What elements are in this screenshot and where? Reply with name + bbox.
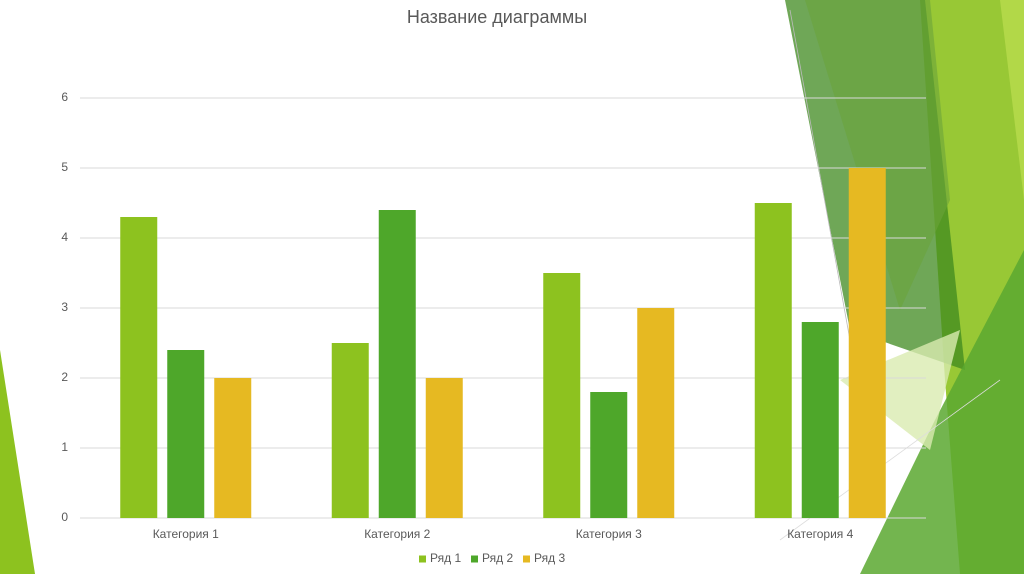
bar <box>543 273 581 518</box>
bar <box>754 203 792 518</box>
bar <box>214 378 252 518</box>
x-tick-label: Категория 3 <box>576 527 642 541</box>
y-tick-label: 0 <box>61 510 68 524</box>
y-tick-label: 6 <box>61 90 68 104</box>
bar <box>331 343 369 518</box>
bar <box>425 378 463 518</box>
legend-label: Ряд 1 <box>430 551 461 565</box>
bar <box>848 168 886 518</box>
y-tick-label: 3 <box>61 300 68 314</box>
legend-label: Ряд 3 <box>534 551 565 565</box>
bar <box>590 392 628 518</box>
bar <box>120 217 158 518</box>
y-tick-label: 4 <box>61 230 68 244</box>
y-tick-label: 1 <box>61 440 68 454</box>
bar <box>378 210 416 518</box>
legend-swatch <box>471 555 478 563</box>
x-tick-label: Категория 1 <box>153 527 219 541</box>
legend-swatch <box>523 555 530 563</box>
bar <box>801 322 839 518</box>
y-tick-label: 2 <box>61 370 68 384</box>
x-tick-label: Категория 2 <box>364 527 430 541</box>
legend-swatch <box>419 555 426 563</box>
chart-title: Название диаграммы <box>407 7 587 27</box>
x-tick-label: Категория 4 <box>787 527 853 541</box>
bar <box>637 308 675 518</box>
legend-label: Ряд 2 <box>482 551 513 565</box>
bar <box>167 350 205 518</box>
y-tick-label: 5 <box>61 160 68 174</box>
